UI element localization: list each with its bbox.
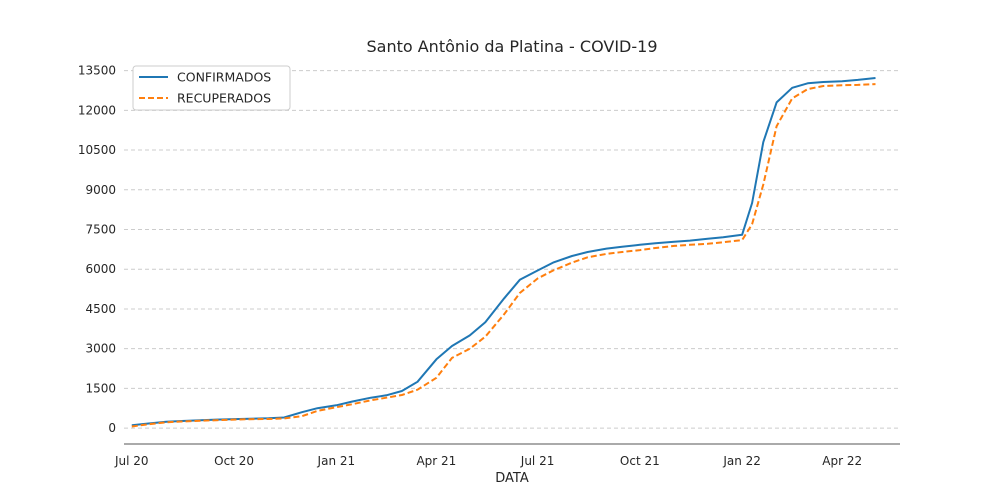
legend: CONFIRMADOS RECUPERADOS (132, 65, 291, 111)
x-tick-label: Oct 20 (214, 454, 254, 468)
x-tick-label: Apr 21 (416, 454, 456, 468)
chart-title: Santo Antônio da Platina - COVID-19 (366, 37, 657, 56)
series-lines (131, 77, 876, 428)
legend-box (132, 65, 291, 111)
axes: 0 1500 3000 4500 6000 7500 9000 10500 12000 13500… (78, 64, 900, 468)
x-tick-label: Jul 21 (520, 454, 555, 468)
x-tick-label: Apr 22 (822, 454, 862, 468)
legend-label: RECUPERADOS (177, 91, 271, 106)
series-line-recuperados (131, 83, 876, 428)
x-tick-label: Jan 22 (722, 454, 761, 468)
y-tick-label: 6000 (85, 262, 116, 276)
y-tick-label: 12000 (78, 103, 116, 117)
y-tick-label: 4500 (85, 302, 116, 316)
y-tick-label: 10500 (78, 143, 116, 157)
legend-label: CONFIRMADOS (177, 70, 271, 85)
y-tick-label: 7500 (85, 222, 116, 236)
y-tick-label: 3000 (85, 342, 116, 356)
y-tick-label: 1500 (85, 381, 116, 395)
x-tick-label: Jan 21 (317, 454, 356, 468)
x-tick-label: Jul 20 (114, 454, 149, 468)
y-tick-label: 0 (108, 421, 116, 435)
y-tick-label: 13500 (78, 64, 116, 78)
x-tick-label: Oct 21 (620, 454, 660, 468)
grid-lines (124, 70, 900, 429)
y-tick-label: 9000 (85, 183, 116, 197)
series-line-confirmados (131, 77, 876, 427)
x-axis-label: DATA (495, 471, 529, 486)
